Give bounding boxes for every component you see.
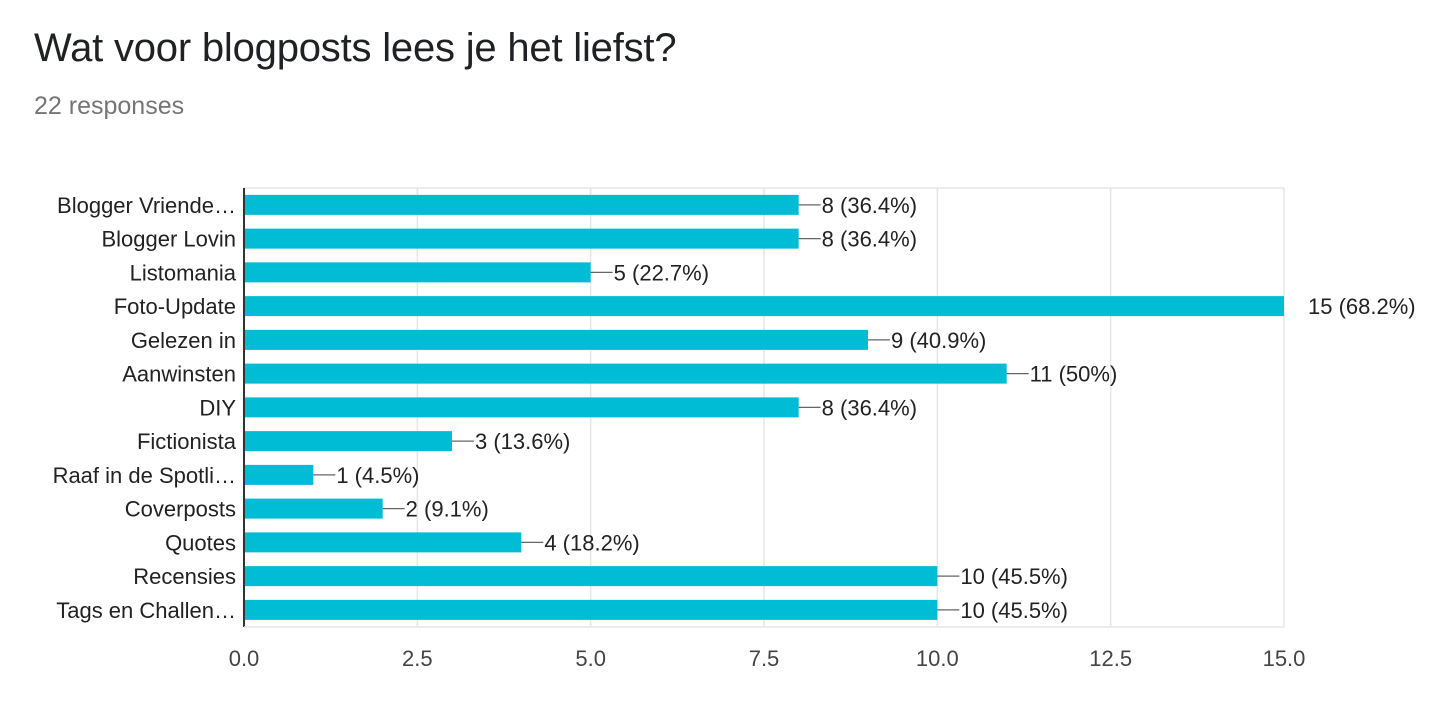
category-label: Foto-Update	[114, 294, 236, 319]
bar	[244, 431, 452, 452]
category-label: Tags en Challen…	[56, 598, 236, 623]
category-label: Blogger Vriende…	[57, 193, 236, 218]
data-label: 8 (36.4%)	[822, 395, 917, 420]
data-label: 2 (9.1%)	[406, 497, 489, 522]
category-label: Coverposts	[125, 497, 236, 522]
bar	[244, 397, 799, 418]
data-label: 10 (45.5%)	[960, 598, 1068, 623]
category-label: Blogger Lovin	[101, 227, 236, 252]
bar	[244, 228, 799, 249]
bar	[244, 262, 591, 283]
data-label: 4 (18.2%)	[544, 530, 639, 555]
bar	[244, 363, 1007, 384]
x-tick-label: 2.5	[402, 646, 433, 671]
bar	[244, 194, 799, 215]
data-label: 11 (50%)	[1030, 362, 1118, 387]
data-label: 8 (36.4%)	[822, 227, 917, 252]
x-tick-label: 0.0	[229, 646, 260, 671]
data-label: 1 (4.5%)	[336, 463, 419, 488]
question-title: Wat voor blogposts lees je het liefst?	[34, 26, 677, 70]
bar	[244, 599, 938, 620]
bar	[244, 532, 522, 553]
category-label: DIY	[199, 395, 236, 420]
data-label: 9 (40.9%)	[891, 328, 986, 353]
bar	[244, 464, 314, 485]
category-label: Fictionista	[137, 429, 237, 454]
x-tick-label: 12.5	[1089, 646, 1132, 671]
bar	[244, 296, 1284, 317]
category-label: Aanwinsten	[122, 362, 236, 387]
x-tick-label: 5.0	[575, 646, 606, 671]
data-label: 3 (13.6%)	[475, 429, 570, 454]
category-label: Listomania	[130, 260, 237, 285]
response-count: 22 responses	[34, 92, 185, 120]
bar	[244, 329, 868, 350]
category-label: Recensies	[133, 564, 236, 589]
data-label: 10 (45.5%)	[960, 564, 1068, 589]
data-label: 5 (22.7%)	[614, 260, 709, 285]
x-tick-label: 7.5	[749, 646, 780, 671]
category-label: Raaf in de Spotli…	[53, 463, 236, 488]
bar	[244, 566, 938, 587]
x-tick-label: 15.0	[1263, 646, 1306, 671]
data-label: 15 (68.2%)	[1308, 294, 1416, 319]
category-label: Quotes	[165, 530, 236, 555]
data-label: 8 (36.4%)	[822, 193, 917, 218]
x-tick-label: 10.0	[916, 646, 959, 671]
bar	[244, 498, 383, 519]
category-label: Gelezen in	[131, 328, 236, 353]
